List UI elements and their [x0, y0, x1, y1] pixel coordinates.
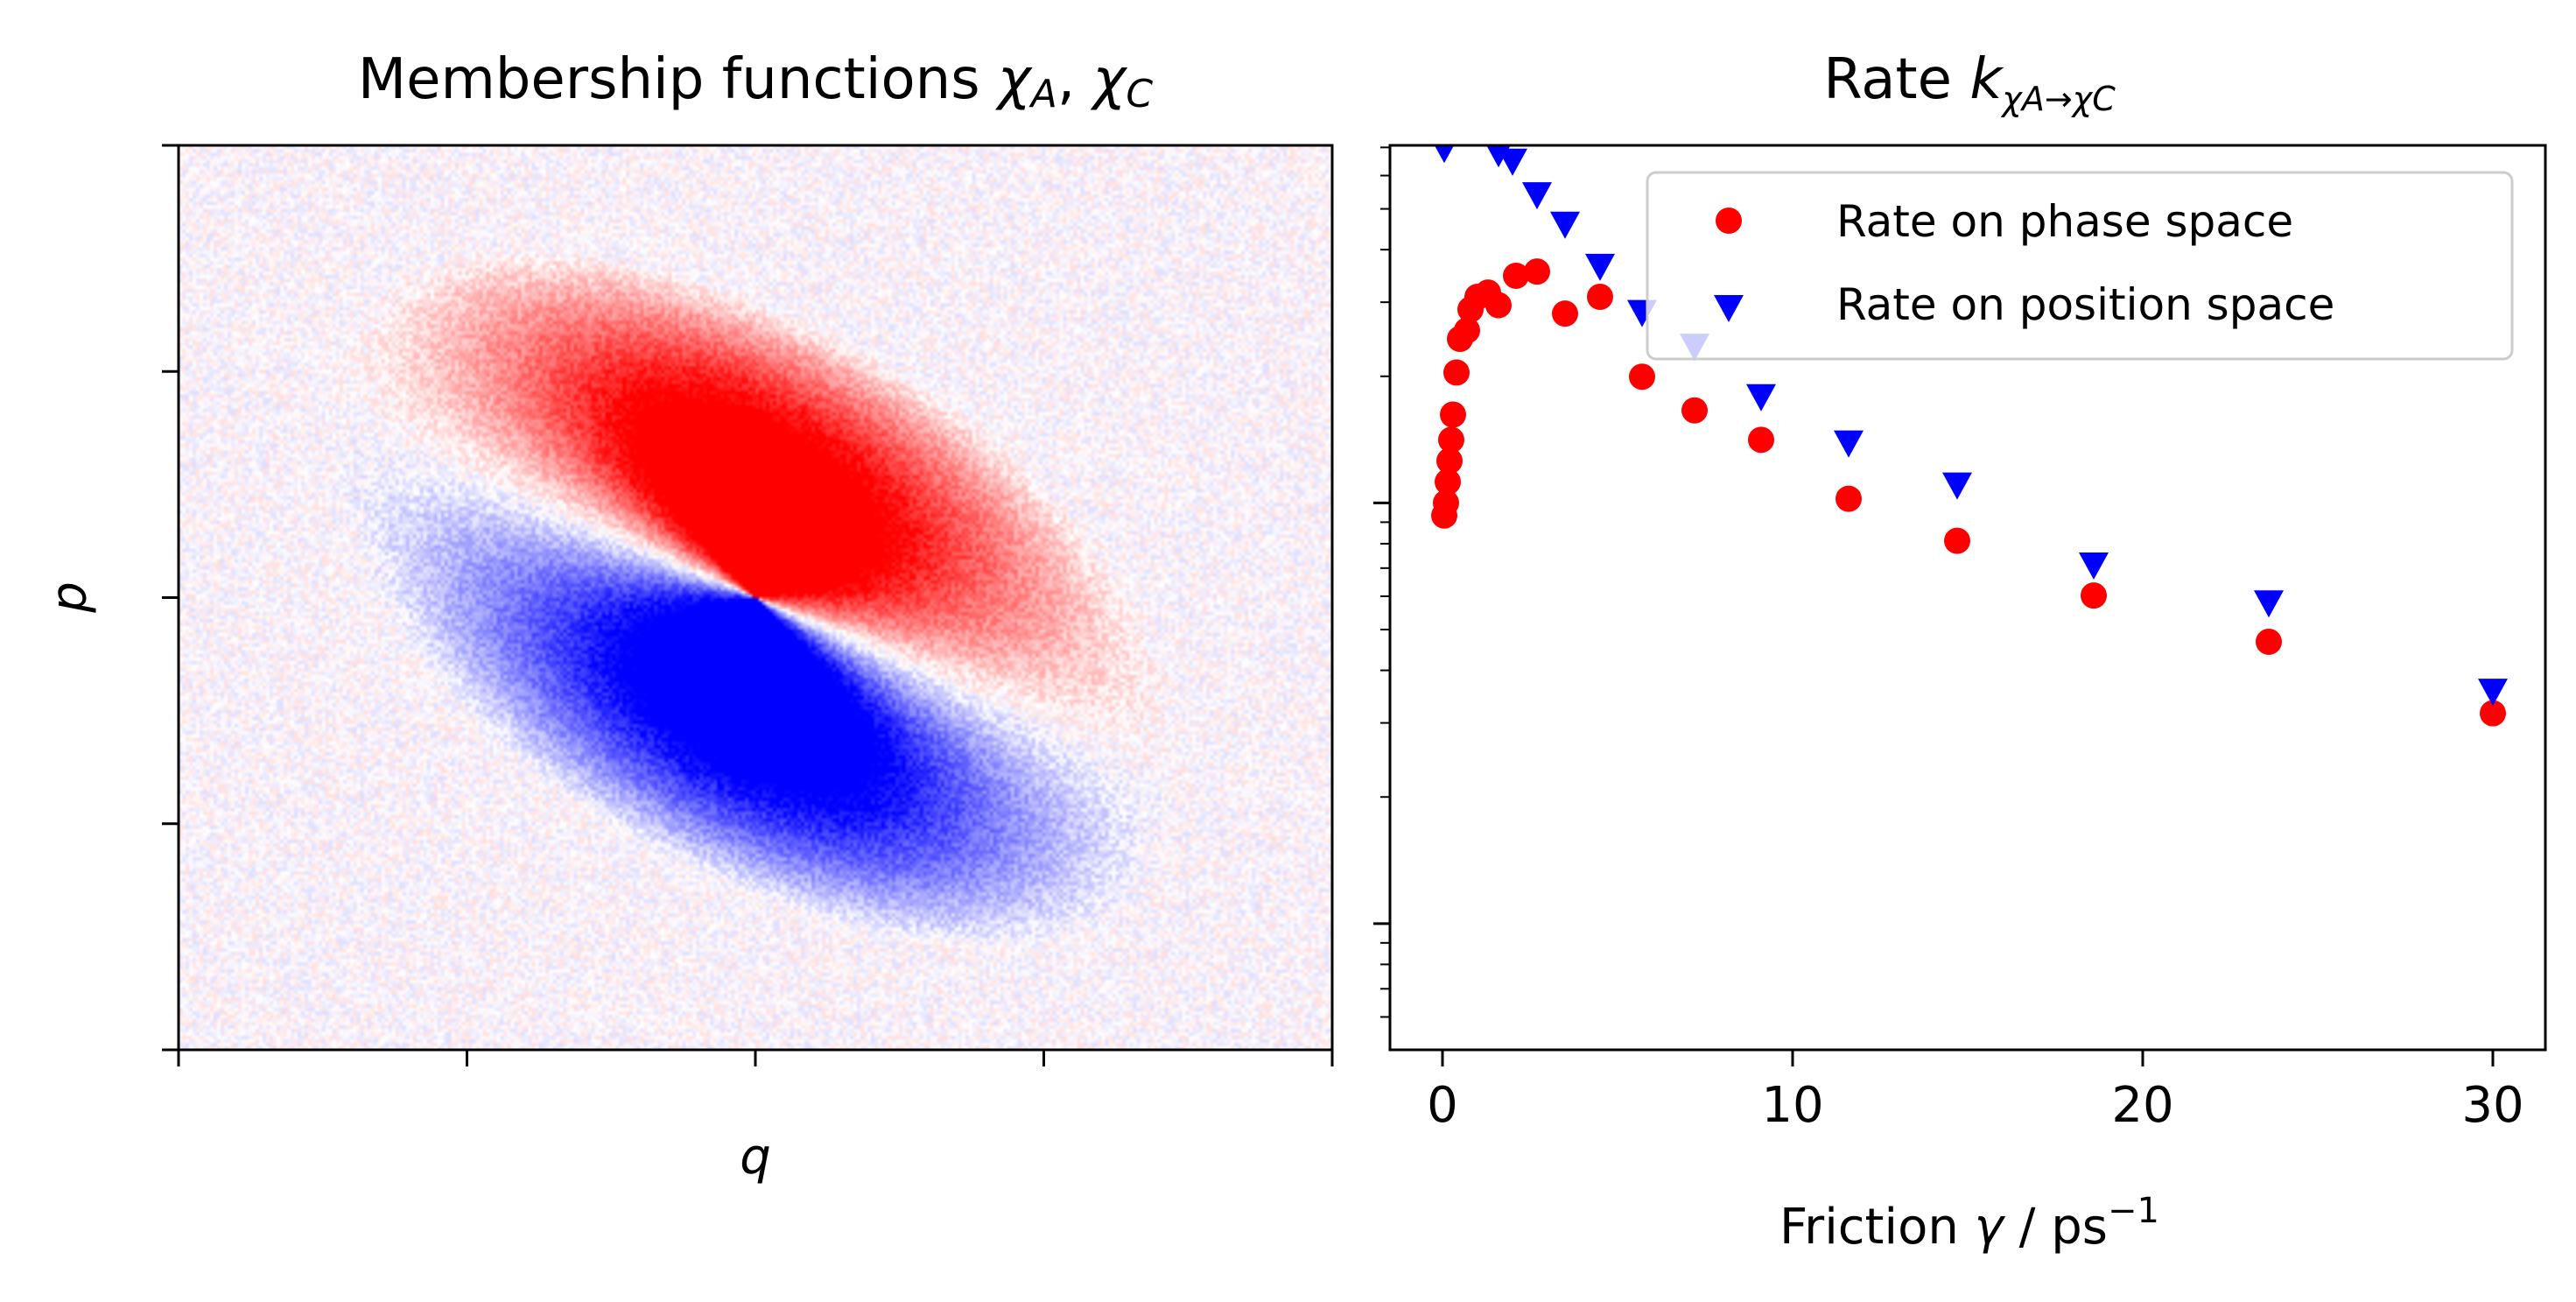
phase-space-point — [1944, 527, 1970, 554]
position-space-point — [2254, 590, 2284, 618]
phase-space-point — [1438, 426, 1464, 454]
phase-space-point — [1436, 447, 1463, 475]
phase-space-point — [1552, 300, 1578, 327]
position-space-point — [1449, 94, 1478, 121]
phase-space-point — [1524, 258, 1550, 285]
position-space-point — [1498, 148, 1527, 176]
heatmap-field — [179, 145, 1332, 1050]
position-space-point — [1445, 98, 1475, 125]
phase-space-point — [1435, 468, 1461, 496]
left-ylabel: p — [41, 581, 98, 614]
scatter-points — [1431, 94, 2508, 727]
position-space-point — [1942, 472, 1972, 500]
phase-space-point — [1440, 401, 1466, 428]
membership-heatmap-panel: Membership functions χA, χC q p — [41, 47, 1334, 1186]
position-space-point — [1585, 253, 1615, 281]
position-space-point — [1834, 430, 1864, 458]
right-xlabel: Friction γ / ps−1 — [1779, 1191, 2159, 1256]
right-axes-frame — [1388, 144, 2547, 1052]
phase-space-point — [1587, 283, 1613, 310]
position-space-point — [1463, 94, 1492, 121]
position-space-point — [2079, 552, 2109, 580]
phase-space-point — [1433, 489, 1459, 517]
legend-marker-phase — [1716, 208, 1742, 234]
phase-space-point — [1503, 262, 1529, 289]
position-space-point — [1445, 145, 1447, 147]
legend: Rate on phase space Rate on position spa… — [1646, 171, 2514, 361]
position-space-point — [1550, 211, 1580, 239]
position-space-point — [1438, 94, 1468, 121]
right-xtick-label: 10 — [1761, 1077, 1823, 1134]
phase-space-point — [1748, 426, 1774, 454]
right-chart-title: Rate kχA→χC — [1823, 47, 2116, 118]
legend-box — [1646, 171, 2514, 361]
position-space-point — [1470, 102, 1499, 130]
legend-marker-position — [1714, 295, 1744, 322]
position-space-point — [1746, 384, 1776, 412]
position-space-point — [1477, 110, 1506, 137]
phase-space-point — [1454, 317, 1480, 344]
right-ticks: 0 10 20 30 — [1373, 146, 2524, 1134]
heatmap-image — [179, 145, 1332, 1050]
position-space-point — [1434, 145, 1455, 164]
phase-space-point — [1835, 485, 1862, 512]
position-space-point — [1522, 182, 1552, 210]
position-space-point — [2478, 679, 2508, 707]
position-space-point — [1435, 102, 1464, 130]
legend-label-position: Rate on position space — [1836, 279, 2334, 330]
phase-space-point — [2480, 700, 2506, 727]
phase-space-point — [1443, 359, 1470, 386]
position-space-point — [1442, 94, 1471, 121]
right-xtick-label: 30 — [2461, 1077, 2523, 1134]
phase-space-point — [1629, 363, 1655, 391]
position-space-point — [1452, 94, 1482, 121]
position-space-point — [1456, 102, 1485, 130]
left-chart-title: Membership functions χA, χC — [358, 47, 1154, 116]
right-xtick-label: 20 — [2111, 1077, 2173, 1134]
left-xlabel: q — [740, 1129, 771, 1186]
phase-space-point — [2081, 582, 2107, 609]
right-xtick-label: 0 — [1427, 1077, 1458, 1134]
legend-label-phase: Rate on phase space — [1836, 196, 2293, 247]
phase-space-point — [1681, 397, 1708, 424]
left-ticks — [162, 144, 1334, 1066]
rate-scatter-panel: Rate kχA→χC 0 10 20 30 Friction γ / ps−1 Ra… — [1373, 47, 2547, 1256]
phase-space-point — [2256, 628, 2282, 655]
phase-space-point — [1485, 292, 1512, 319]
